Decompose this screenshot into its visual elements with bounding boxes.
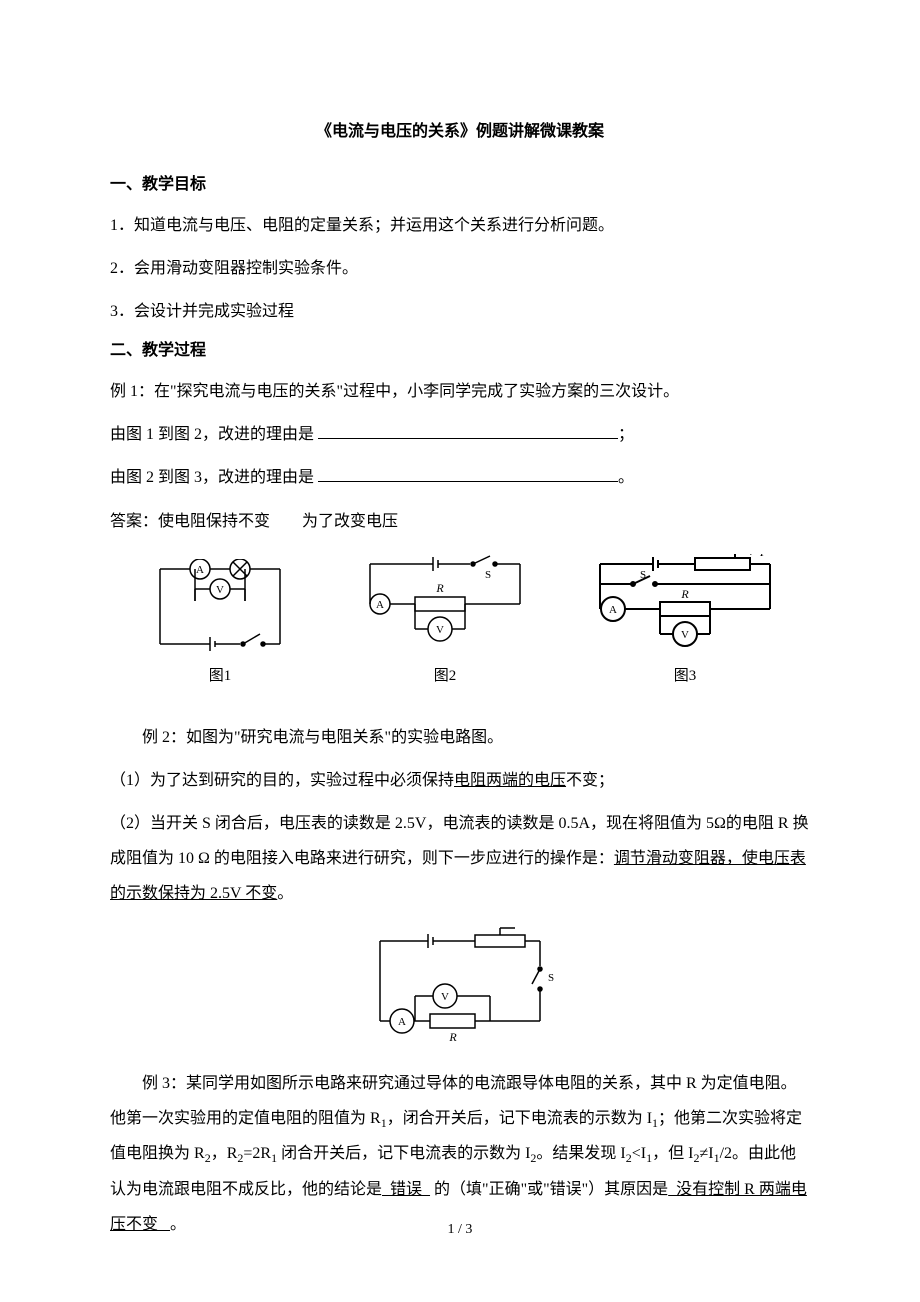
svg-text:R: R: [448, 1030, 457, 1044]
figures-row: A V: [110, 554, 810, 690]
svg-text:V: V: [441, 991, 449, 1003]
svg-text:R: R: [680, 587, 689, 601]
fig1-label: 图1: [209, 663, 232, 690]
ex1-line1: 由图 1 到图 2，改进的理由是 ；: [110, 417, 810, 452]
figure-3-group: P S A R: [585, 554, 785, 690]
figure-2-group: S A R V 图2: [355, 554, 535, 690]
objective-3: 3．会设计并完成实验过程: [110, 294, 810, 329]
section1-header: 一、教学目标: [110, 171, 810, 200]
ex3-mid9: ≠I: [699, 1145, 713, 1162]
page-footer: 1 / 3: [0, 1217, 920, 1242]
svg-text:S: S: [548, 972, 554, 984]
document-title: 《电流与电压的关系》例题讲解微课教案: [110, 118, 810, 147]
ex3-mid5: 闭合开关后，记下电流表的示数为 I: [277, 1145, 530, 1162]
ex3-mid8: ，但 I: [652, 1145, 693, 1162]
svg-text:S: S: [640, 569, 646, 581]
objective-2: 2．会用滑动变阻器控制实验条件。: [110, 251, 810, 286]
ex3-mid6: 。结果发现 I: [536, 1145, 625, 1162]
blank-1: [318, 423, 618, 439]
svg-text:A: A: [376, 599, 384, 611]
objective-1: 1．知道电流与电压、电阻的定量关系；并运用这个关系进行分析问题。: [110, 208, 810, 243]
ex1-line2: 由图 2 到图 3，改进的理由是 。: [110, 460, 810, 495]
ex2-p1-under: 电阻两端的电压: [454, 772, 566, 789]
ex2-circuit-wrapper: S V A R: [110, 926, 810, 1046]
ex2-p2: （2）当开关 S 闭合后，电压表的读数是 2.5V，电流表的读数是 0.5A，现…: [110, 806, 810, 912]
ex1-line2-pre: 由图 2 到图 3，改进的理由是: [110, 469, 318, 486]
svg-text:S: S: [485, 569, 491, 581]
ex1-intro: 例 1：在"探究电流与电压的关系"过程中，小李同学完成了实验方案的三次设计。: [110, 374, 810, 409]
svg-text:V: V: [436, 624, 444, 636]
svg-text:P: P: [759, 554, 768, 559]
ex2-p1: （1）为了达到研究的目的，实验过程中必须保持电阻两端的电压不变；: [110, 763, 810, 798]
ex2-p2-suf: 。: [277, 885, 293, 902]
circuit-diagram-3: P S A R: [585, 554, 785, 659]
ex2-p1-pre: （1）为了达到研究的目的，实验过程中必须保持: [110, 772, 454, 789]
ex3-mid7: <I: [632, 1145, 646, 1162]
ex3-mid3: ，R: [211, 1145, 238, 1162]
ex3-mid4: =2R: [243, 1145, 271, 1162]
ex1-line1-pre: 由图 1 到图 2，改进的理由是: [110, 426, 318, 443]
ex1-line2-suf: 。: [618, 469, 634, 486]
svg-text:R: R: [435, 581, 444, 595]
section2-header: 二、教学过程: [110, 337, 810, 366]
figure-1-group: A V: [135, 559, 305, 690]
ex2-p1-suf: 不变；: [566, 772, 614, 789]
blank-2: [318, 466, 618, 482]
svg-text:A: A: [398, 1016, 406, 1028]
circuit-diagram-1: A V: [135, 559, 305, 659]
circuit-diagram-ex2: S V A R: [360, 926, 560, 1046]
ex3-under1: 错误: [382, 1181, 430, 1198]
ex1-answer: 答案：使电阻保持不变 为了改变电压: [110, 504, 810, 539]
svg-text:V: V: [216, 584, 224, 596]
ex2-intro: 例 2：如图为"研究电流与电阻关系"的实验电路图。: [110, 720, 810, 755]
svg-text:V: V: [681, 629, 689, 641]
svg-text:A: A: [196, 564, 204, 576]
fig2-label: 图2: [434, 663, 457, 690]
ex1-line1-suf: ；: [618, 426, 634, 443]
svg-text:A: A: [609, 604, 617, 616]
circuit-diagram-2: S A R V: [355, 554, 535, 659]
ex3-mid11: 的（填"正确"或"错误"）其原因是: [430, 1181, 668, 1198]
ex3-mid1: ，闭合开关后，记下电流表的示数为 I: [387, 1110, 652, 1127]
fig3-label: 图3: [674, 663, 697, 690]
